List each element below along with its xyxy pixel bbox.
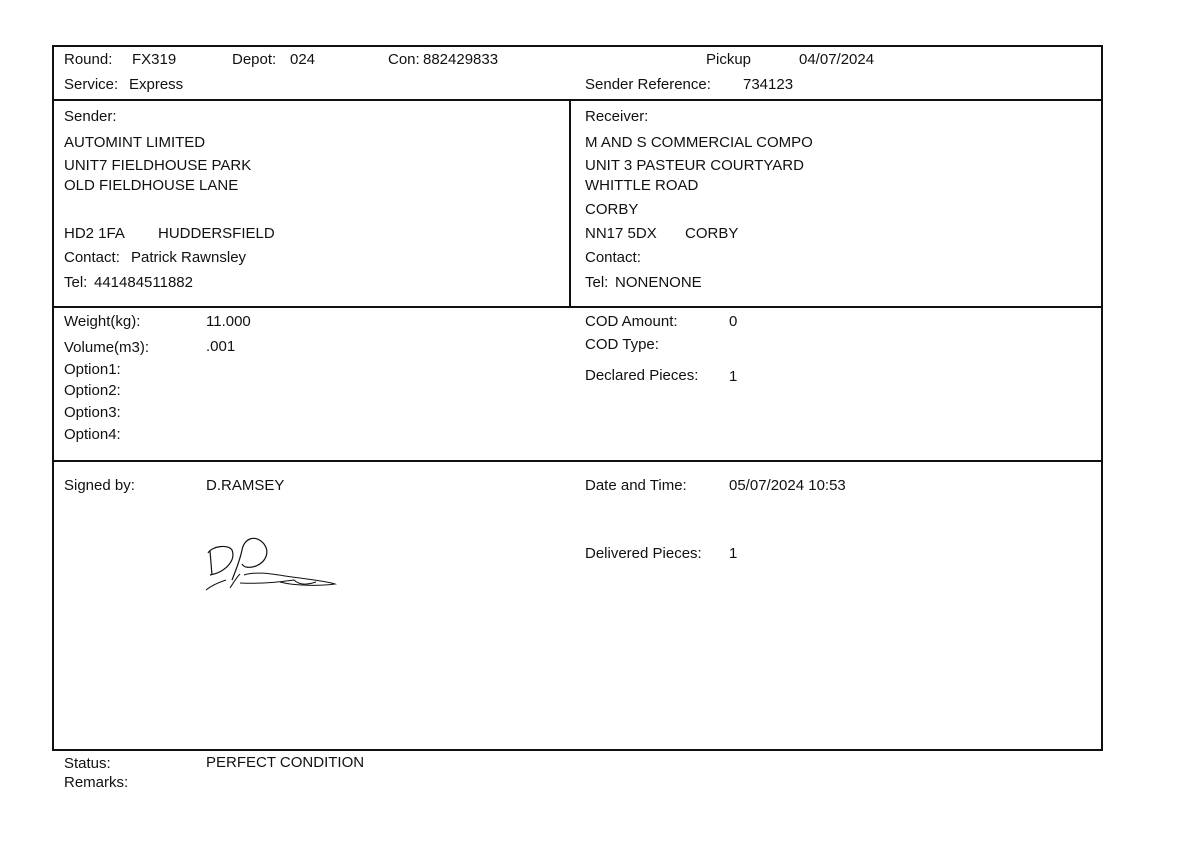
sender-ref-value: 734123 [743, 76, 794, 93]
sender-tel: 441484511882 [94, 274, 193, 291]
weight-value: 11.000 [206, 313, 251, 330]
sender-contact-label: Contact: [64, 249, 120, 266]
datetime-value: 05/07/2024 10:53 [729, 477, 846, 494]
status-label: Status: [64, 755, 111, 772]
receiver-line: WHITTLE ROAD [585, 177, 699, 194]
declared-pieces-label: Declared Pieces: [585, 367, 699, 384]
cod-amount-label: COD Amount: [585, 313, 678, 330]
cod-amount-value: 0 [729, 313, 738, 330]
con-value: 882429833 [423, 51, 499, 68]
receiver-line: UNIT 3 PASTEUR COURTYARD [585, 157, 804, 174]
delivered-pieces-value: 1 [729, 545, 738, 562]
pickup-label: Pickup [706, 51, 752, 68]
receiver-contact-label: Contact: [585, 249, 641, 266]
sender-line: OLD FIELDHOUSE LANE [64, 177, 239, 194]
receiver-heading: Receiver: [585, 108, 649, 125]
receiver-tel-label: Tel: [585, 274, 609, 291]
signed-by-label: Signed by: [64, 477, 135, 494]
divider [52, 460, 1103, 462]
sender-postcode: HD2 1FA [64, 225, 125, 242]
option-label: Option1: [64, 361, 121, 378]
depot-value: 024 [290, 51, 316, 68]
signature-image [205, 537, 337, 591]
remarks-label: Remarks: [64, 774, 129, 791]
status-value: PERFECT CONDITION [206, 754, 365, 771]
round-value: FX319 [132, 51, 177, 68]
receiver-town: CORBY [685, 225, 739, 242]
declared-pieces-value: 1 [729, 368, 738, 385]
signed-by-value: D.RAMSEY [206, 477, 285, 494]
receiver-line: M AND S COMMERCIAL COMPO [585, 134, 813, 151]
receiver-postcode: NN17 5DX [585, 225, 657, 242]
service-label: Service: [64, 76, 119, 93]
sender-tel-label: Tel: [64, 274, 88, 291]
option-label: Option2: [64, 382, 121, 399]
sender-ref-label: Sender Reference: [585, 76, 711, 93]
pickup-date: 04/07/2024 [799, 51, 875, 68]
option-label: Option3: [64, 404, 121, 421]
sender-line: AUTOMINT LIMITED [64, 134, 206, 151]
sender-heading: Sender: [64, 108, 117, 125]
depot-label: Depot: [232, 51, 277, 68]
service-value: Express [129, 76, 184, 93]
datetime-label: Date and Time: [585, 477, 687, 494]
cod-type-label: COD Type: [585, 336, 659, 353]
round-label: Round: [64, 51, 113, 68]
volume-label: Volume(m3): [64, 339, 150, 356]
divider [569, 99, 571, 307]
sender-line: UNIT7 FIELDHOUSE PARK [64, 157, 252, 174]
pod-form [52, 45, 1103, 751]
volume-value: .001 [206, 338, 236, 355]
weight-label: Weight(kg): [64, 313, 141, 330]
sender-town: HUDDERSFIELD [158, 225, 275, 242]
con-label: Con: [388, 51, 420, 68]
receiver-line: CORBY [585, 201, 639, 218]
sender-contact: Patrick Rawnsley [131, 249, 247, 266]
option-label: Option4: [64, 426, 121, 443]
divider [52, 99, 1103, 101]
divider [52, 306, 1103, 308]
receiver-tel: NONENONE [615, 274, 702, 291]
delivered-pieces-label: Delivered Pieces: [585, 545, 702, 562]
